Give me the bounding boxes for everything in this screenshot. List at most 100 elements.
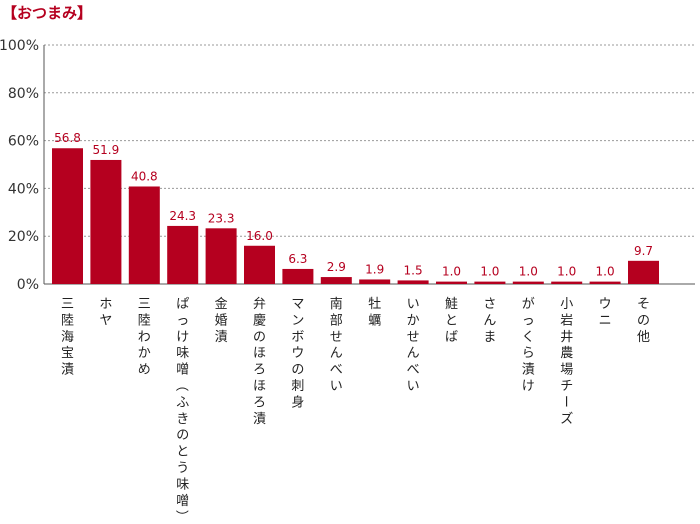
svg-text:ば: ば <box>445 330 458 345</box>
bar <box>512 281 544 284</box>
svg-text:噌: 噌 <box>176 494 189 509</box>
svg-text:陸: 陸 <box>61 312 74 328</box>
svg-text:ん: ん <box>330 346 343 361</box>
bar <box>128 186 160 284</box>
svg-text:べ: べ <box>330 363 343 378</box>
svg-text:せ: せ <box>407 330 420 345</box>
svg-text:ろ: ろ <box>253 363 266 378</box>
bar <box>359 279 391 284</box>
svg-text:海: 海 <box>61 330 74 345</box>
value-label: 23.3 <box>208 211 235 225</box>
svg-text:）: ） <box>174 510 189 523</box>
value-label: 56.8 <box>54 131 81 145</box>
svg-text:の: の <box>176 428 189 443</box>
svg-text:ウ: ウ <box>291 346 304 361</box>
category-label: その他 <box>637 297 650 345</box>
svg-text:金: 金 <box>215 296 228 312</box>
category-label: 牡蠣 <box>368 297 381 328</box>
svg-text:蠣: 蠣 <box>368 313 381 328</box>
svg-text:三: 三 <box>61 297 74 312</box>
svg-text:味: 味 <box>176 346 189 361</box>
bar <box>52 148 83 284</box>
svg-text:陸: 陸 <box>138 312 151 328</box>
svg-text:身: 身 <box>291 394 304 410</box>
y-tick-label: 40% <box>8 181 39 197</box>
value-label: 9.7 <box>634 244 653 258</box>
bars <box>52 148 659 284</box>
bar <box>282 268 314 284</box>
svg-text:岩: 岩 <box>560 313 573 328</box>
category-label: 鮭とば <box>445 297 458 345</box>
svg-text:宝: 宝 <box>61 346 74 361</box>
svg-text:婚: 婚 <box>215 313 228 328</box>
svg-text:ほ: ほ <box>253 346 266 361</box>
svg-text:ほ: ほ <box>253 379 266 394</box>
svg-text:小: 小 <box>560 297 573 312</box>
svg-text:き: き <box>176 412 189 427</box>
svg-text:他: 他 <box>637 330 650 345</box>
svg-text:慶: 慶 <box>253 313 266 328</box>
svg-text:ン: ン <box>291 313 304 328</box>
svg-text:う: う <box>176 461 189 476</box>
svg-text:漬: 漬 <box>215 330 228 345</box>
y-tick-label: 60% <box>8 134 39 150</box>
svg-text:め: め <box>138 363 151 378</box>
svg-text:け: け <box>522 379 535 394</box>
svg-text:い: い <box>407 297 420 312</box>
svg-text:く: く <box>522 330 535 345</box>
bar <box>474 281 506 284</box>
svg-text:南: 南 <box>330 296 343 312</box>
y-tick-label: 0% <box>17 277 39 293</box>
svg-text:ホ: ホ <box>99 297 112 312</box>
category-label: 金婚漬 <box>215 296 228 345</box>
svg-text:い: い <box>330 379 343 394</box>
svg-text:ん: ん <box>407 346 420 361</box>
svg-text:と: と <box>445 313 458 328</box>
svg-text:ボ: ボ <box>291 330 304 345</box>
value-label: 1.0 <box>519 265 538 279</box>
svg-text:ま: ま <box>483 330 496 345</box>
value-label: 1.5 <box>404 263 423 277</box>
svg-text:漬: 漬 <box>253 412 266 427</box>
value-label: 51.9 <box>93 143 120 157</box>
svg-text:っ: っ <box>522 313 535 328</box>
value-label: 2.9 <box>327 260 346 274</box>
svg-text:と: と <box>176 445 189 460</box>
bar <box>589 281 621 284</box>
category-label: ウニ <box>599 297 612 328</box>
svg-text:チ: チ <box>560 379 573 394</box>
bar <box>205 228 237 284</box>
svg-text:の: の <box>253 330 266 345</box>
value-label: 1.9 <box>365 262 384 276</box>
svg-text:さ: さ <box>483 297 496 312</box>
category-labels: 三陸海宝漬ホヤ三陸わかめぱっけ味噌（ふきのとう味噌）金婚漬弁慶のほろほろ漬マンボ… <box>61 296 650 523</box>
svg-text:ぱ: ぱ <box>176 297 189 312</box>
svg-text:の: の <box>291 363 304 378</box>
svg-text:刺: 刺 <box>291 379 304 394</box>
svg-text:ら: ら <box>522 346 535 361</box>
svg-text:鮭: 鮭 <box>445 297 458 312</box>
bar <box>397 280 429 284</box>
svg-text:か: か <box>407 313 420 328</box>
svg-text:農: 農 <box>560 346 573 361</box>
svg-text:漬: 漬 <box>522 363 535 378</box>
svg-text:べ: べ <box>407 363 420 378</box>
svg-text:井: 井 <box>560 330 573 345</box>
bar <box>90 159 122 284</box>
svg-text:部: 部 <box>330 313 343 328</box>
svg-text:わ: わ <box>138 330 151 345</box>
value-label: 40.8 <box>131 169 158 183</box>
svg-text:ふ: ふ <box>176 395 189 410</box>
svg-text:弁: 弁 <box>253 297 266 312</box>
svg-text:ヤ: ヤ <box>99 313 112 328</box>
y-tick-label: 80% <box>8 86 39 102</box>
svg-text:ん: ん <box>483 313 496 328</box>
svg-text:ニ: ニ <box>599 313 612 328</box>
